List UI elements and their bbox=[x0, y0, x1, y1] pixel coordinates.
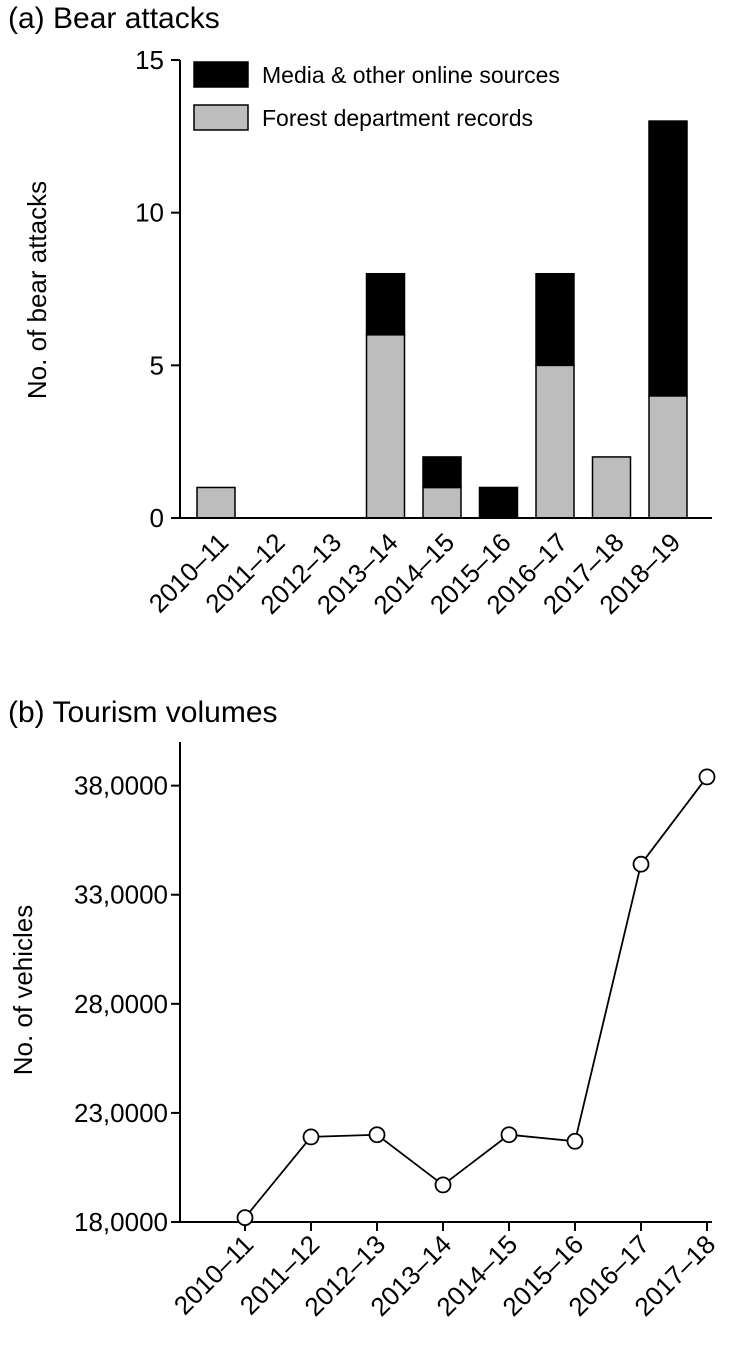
bar-segment bbox=[535, 272, 575, 367]
bar-segment bbox=[422, 456, 462, 489]
y-tick-label: 5 bbox=[150, 350, 164, 380]
y-tick-label: 18,0000 bbox=[74, 1207, 168, 1237]
bar-segment bbox=[422, 486, 462, 519]
data-point bbox=[500, 1126, 518, 1144]
bar-segment bbox=[365, 272, 406, 336]
y-tick-label: 23,0000 bbox=[74, 1098, 168, 1128]
y-axis-label: No. of vehicles bbox=[8, 905, 38, 1076]
bar-segment bbox=[478, 486, 519, 519]
data-point bbox=[698, 768, 716, 786]
data-point bbox=[368, 1126, 386, 1144]
data-point bbox=[566, 1132, 584, 1150]
legend-swatch-media bbox=[193, 61, 249, 88]
legend-label-media: Media & other online sources bbox=[262, 62, 560, 88]
bar-segment bbox=[196, 486, 236, 519]
y-tick-label: 38,0000 bbox=[74, 771, 168, 801]
legend-swatch-forest bbox=[193, 104, 249, 131]
y-tick-label: 28,0000 bbox=[74, 989, 168, 1019]
chart-title: (b) Tourism volumes bbox=[8, 696, 278, 729]
bar-segment bbox=[535, 364, 575, 519]
series-line bbox=[244, 776, 708, 1219]
y-tick-label: 0 bbox=[150, 503, 164, 533]
bar-chart-panel-a: (a) Bear attacks0510152010–112011–122012… bbox=[8, 2, 712, 620]
data-point bbox=[632, 855, 650, 873]
y-axis-label: No. of bear attacks bbox=[22, 181, 52, 399]
bar-segment bbox=[365, 334, 406, 519]
y-tick-label: 33,0000 bbox=[74, 880, 168, 910]
data-point bbox=[302, 1128, 320, 1146]
y-tick-label: 15 bbox=[135, 45, 164, 75]
legend-label-forest: Forest department records bbox=[262, 105, 533, 131]
chart-title: (a) Bear attacks bbox=[8, 2, 220, 35]
data-point bbox=[236, 1209, 254, 1227]
data-point bbox=[434, 1176, 452, 1194]
bar-segment bbox=[591, 456, 632, 519]
bar-segment bbox=[648, 395, 688, 519]
line-chart-panel-b: (b) Tourism volumes 18,0000 23,0000 28,0000… bbox=[8, 696, 721, 1322]
legend: Media & other online sources Forest depar… bbox=[193, 61, 560, 131]
bar-segment bbox=[648, 120, 688, 397]
y-tick-label: 10 bbox=[135, 198, 164, 228]
